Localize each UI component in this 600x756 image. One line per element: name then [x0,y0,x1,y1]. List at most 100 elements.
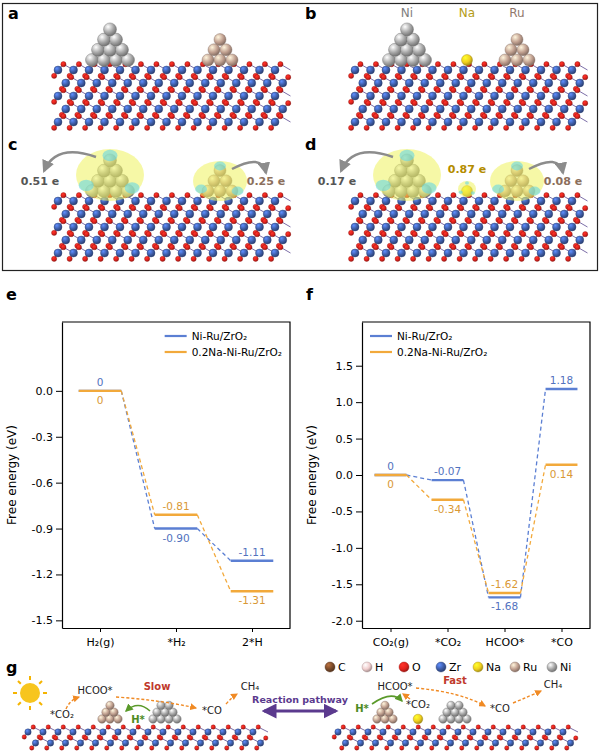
atom [544,114,549,119]
atom [576,210,584,218]
figure-container: aNiNaRub0.51 e0.25 ec0.17 e0.87 e0.08 ed… [0,0,600,756]
atom [101,118,109,126]
atom [567,206,572,211]
atom [491,118,499,126]
atom [497,219,502,224]
atom [138,219,143,224]
atom [380,125,385,130]
charge-label: 0.25 e [247,175,285,188]
chart: e-1.5-1.2-0.9-0.6-0.30.0H₂(g)*H₂2*HFree … [5,285,291,649]
atom [505,75,510,80]
charge-blob [492,185,504,194]
atom [52,230,57,235]
atom [552,75,557,80]
y-tick-label: -2.0 [332,615,353,628]
atom [390,105,398,113]
atom [382,118,390,126]
charge-blob [103,150,118,161]
atom [514,79,522,87]
atom [505,232,510,237]
atom [278,193,283,198]
atom [163,223,171,231]
atom [568,66,576,74]
atom [240,66,248,74]
atom [84,232,89,237]
atom [401,23,414,36]
atom [116,249,124,257]
atom [482,62,487,67]
data-label: 0 [97,376,104,388]
atom [513,88,518,93]
charge-arrow [341,152,393,171]
atom [248,210,256,218]
y-tick: 0.0 [36,385,63,398]
atom [132,249,140,257]
atom [367,92,375,100]
atom [163,92,171,100]
charge-blob [511,162,523,171]
atom [209,223,217,231]
atom [483,236,491,244]
atom [536,232,541,237]
atom [262,219,267,224]
atom [498,79,506,87]
y-tick-label: -0.5 [332,505,353,518]
atom [511,54,523,66]
atom [54,118,62,126]
atom [253,125,258,130]
atom [248,236,256,244]
atom [536,101,541,106]
atom [412,206,417,211]
atom [138,193,143,198]
atom [247,62,252,67]
atom [398,118,406,126]
atom [132,92,140,100]
atom [521,101,526,106]
energy-level [231,590,274,592]
atom [270,75,275,80]
atom [200,88,205,93]
atom [482,114,487,119]
y-tick: 0.0 [336,469,363,482]
atom [459,101,464,106]
atom [224,75,229,80]
atom [193,101,198,106]
atom [390,210,398,218]
atom [209,66,217,74]
atom [279,79,287,87]
atom [256,249,264,257]
atom [216,114,221,119]
atom [351,249,359,257]
atom [162,75,167,80]
atom [351,118,359,126]
atom [381,75,386,80]
atom [132,197,140,205]
atom [123,219,128,224]
atom [575,193,580,198]
atom [389,114,394,119]
atom [560,79,568,87]
atom [421,210,429,218]
x-tick: 2*H [242,628,263,649]
atom [389,245,394,250]
slab-atoms [52,193,291,262]
atom [271,223,279,231]
atom [535,256,540,261]
atom [412,232,417,237]
atom [435,245,440,250]
atom [576,105,584,113]
panel-label: f [306,285,314,304]
atom [537,249,545,257]
atom [381,206,386,211]
atom [247,88,252,93]
atom [397,101,402,106]
atom [488,256,493,261]
atom [473,256,478,261]
atom [92,219,97,224]
atom [162,232,167,237]
atom [349,230,354,235]
atom [76,114,81,119]
atom [61,114,66,119]
atom [349,99,354,104]
atom [85,223,93,231]
